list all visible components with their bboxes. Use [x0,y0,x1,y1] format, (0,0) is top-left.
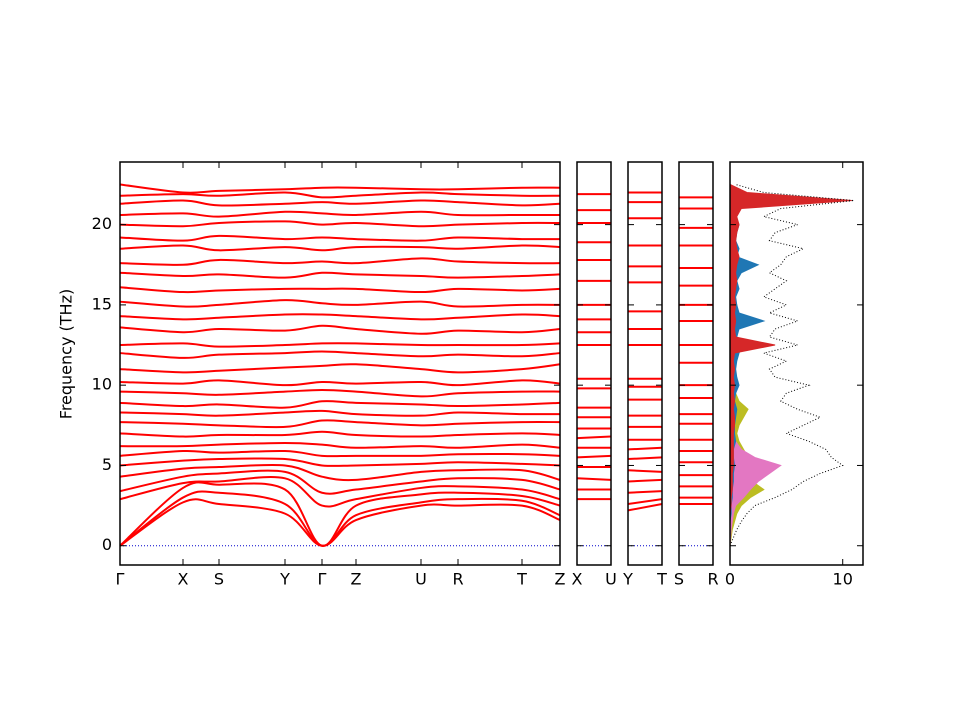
band [576,454,612,459]
band [627,503,663,512]
band [119,469,561,495]
plot-frame [627,161,663,566]
band [627,456,663,461]
band [119,388,561,398]
band [119,441,561,449]
x-tick-label: Z [555,570,566,589]
band [119,199,561,207]
band [119,379,561,387]
band [119,350,561,359]
band [119,220,561,228]
plot-frame [576,161,612,566]
band [576,477,612,481]
x-tick-label: Y [622,570,633,589]
x-tick-label: Z [351,570,362,589]
band [119,419,561,429]
band [119,324,561,335]
total-dos [729,183,855,546]
band [119,409,561,417]
band [119,430,561,438]
y-tick-label: 5 [102,455,112,474]
band [119,498,561,547]
x-tick-label: T [656,570,667,589]
band [119,463,561,482]
band [119,183,561,194]
x-tick-label: Y [279,570,290,589]
band [119,457,561,467]
band [119,210,560,218]
band [119,449,561,458]
x-tick-label: Γ [116,570,125,589]
band [627,490,663,494]
x-tick-label: 0 [725,570,735,589]
band [627,478,663,483]
band [119,400,561,409]
y-tick-label: 15 [92,294,112,313]
y-tick-label: 10 [92,375,112,394]
plot-frame [678,161,714,566]
y-tick-label: 0 [102,535,112,554]
band [576,435,612,440]
x-tick-label: R [452,570,463,589]
partial-dos [729,183,852,546]
x-tick-label: Γ [318,570,327,589]
band [627,469,663,473]
band [119,271,561,279]
plot-frame [119,161,561,566]
band [627,498,663,505]
band [119,286,561,294]
band [119,313,561,321]
x-tick-label: R [707,570,718,589]
band [119,234,561,242]
y-axis-label: Frequency (THz) [57,289,76,419]
band [119,244,561,252]
x-tick-label: U [605,570,617,589]
y-tick-label: 20 [92,214,112,233]
band [627,446,663,451]
x-tick-label: U [415,570,427,589]
x-tick-label: T [516,570,527,589]
band [119,257,561,266]
plot-frame [729,161,864,566]
band [119,490,561,547]
x-tick-label: S [674,570,684,589]
band [119,299,561,308]
band [119,475,561,508]
x-tick-label: S [214,570,224,589]
x-tick-label: X [572,570,583,589]
x-tick-label: X [178,570,189,589]
band [119,191,561,199]
band [119,342,561,348]
band [119,363,561,374]
x-tick-label: 10 [833,570,853,589]
